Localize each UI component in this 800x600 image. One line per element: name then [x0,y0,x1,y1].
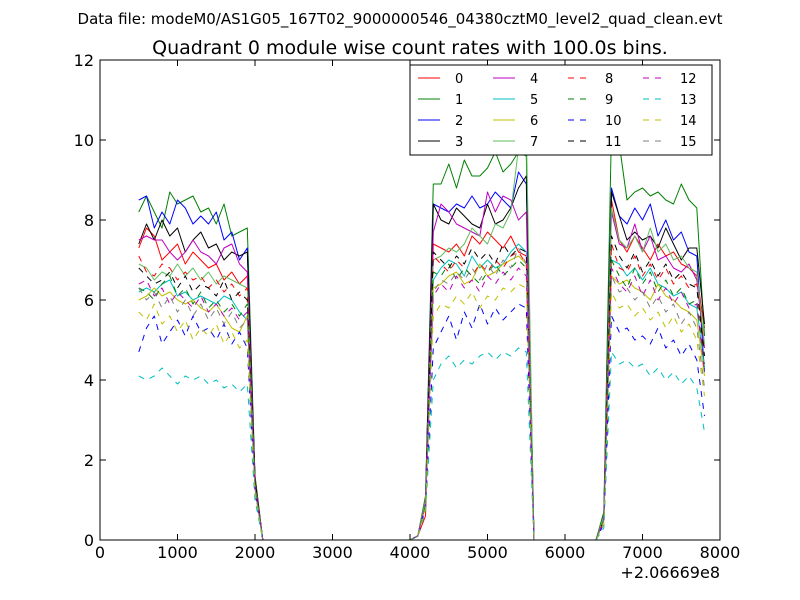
legend-label-13: 13 [680,93,697,108]
y-tick-label: 10 [74,131,94,150]
x-tick-label: 0 [95,543,105,562]
series-line-8 [138,243,705,541]
y-tick-label: 6 [84,291,94,310]
x-tick-label: 1000 [157,543,198,562]
y-tick-label: 8 [84,211,94,230]
series-line-11 [138,235,705,541]
series-line-10 [138,303,705,541]
legend-label-11: 11 [605,135,622,150]
y-tick-label: 12 [74,51,94,70]
legend-label-4: 4 [530,72,538,87]
tick-layer: 0 1000 2000 3000 4000 5000 6000 7000 80000246810… [74,51,741,562]
legend-label-3: 3 [455,135,463,150]
legend-label-14: 14 [680,114,697,129]
x-tick-label: 8000 [700,543,741,562]
x-offset-label: +2.06669e8 [620,563,720,582]
legend-label-2: 2 [455,114,463,129]
x-tick-label: 3000 [312,543,353,562]
series-line-15 [138,247,705,541]
legend-frame [409,64,713,156]
legend-label-15: 15 [680,135,697,150]
series-layer [138,127,705,541]
legend-label-8: 8 [605,72,613,87]
legend-label-5: 5 [530,93,538,108]
data-file-label: Data file: modeM0/AS1G05_167T02_90000005… [78,10,723,29]
legend-label-6: 6 [530,114,538,129]
y-tick-label: 2 [84,451,94,470]
y-tick-label: 0 [84,531,94,550]
legend-label-10: 10 [605,114,622,129]
x-tick-label: 6000 [545,543,586,562]
x-tick-label: 7000 [622,543,663,562]
legend-label-0: 0 [455,72,463,87]
legend-label-7: 7 [530,135,538,150]
x-tick-label: 5000 [467,543,508,562]
x-tick-label: 4000 [390,543,431,562]
legend-label-12: 12 [680,72,697,87]
series-line-13 [138,347,705,541]
legend-label-9: 9 [605,93,613,108]
legend-label-1: 1 [455,93,463,108]
y-tick-label: 4 [84,371,94,390]
x-tick-label: 2000 [235,543,276,562]
chart-title: Quadrant 0 module wise count rates with … [152,37,668,59]
